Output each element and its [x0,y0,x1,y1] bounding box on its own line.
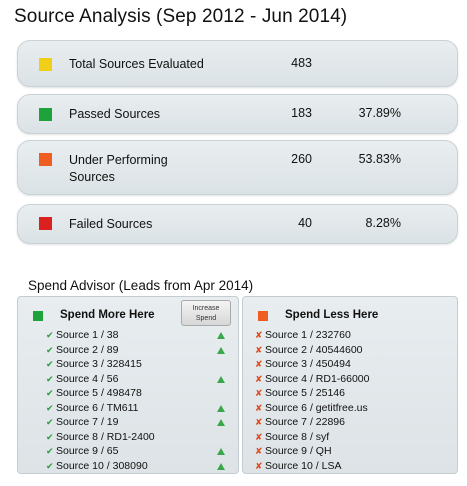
checkmark-icon: ✔ [46,359,54,369]
list-item: ✘ Source 3 / 450494 [255,357,369,372]
x-mark-icon: ✘ [255,417,263,427]
checkmark-icon: ✔ [46,402,54,413]
stat-count: 260 [291,152,312,166]
source-label: Source 2 / 89 [56,343,119,356]
list-item: ✘ Source 6 / getitfree.us [255,401,369,416]
source-label: Source 5 / 25146 [265,387,345,399]
list-item: ✔ Source 9 / 65 [46,444,155,459]
list-item: ✘ Source 9 / QH [255,444,369,459]
green-square-icon [33,311,43,321]
checkmark-icon: ✔ [46,431,54,442]
list-item: ✔ Source 10 / 308090 [46,459,155,474]
list-item: ✔ Source 7 / 19 [46,415,155,430]
x-mark-icon: ✘ [255,431,263,442]
list-item: ✔ Source 2 / 89 [46,343,155,358]
spend-advisor-title: Spend Advisor (Leads from Apr 2014) [28,278,254,293]
green-square-icon [39,108,52,121]
checkmark-icon: ✔ [46,417,54,427]
stat-count: 183 [291,106,312,120]
list-item: ✔ Source 8 / RD1-2400 [46,430,155,445]
up-arrow-icon [217,346,225,354]
source-label: Source 2 / 40544600 [265,343,363,356]
stat-percent: 53.83% [358,152,401,166]
list-item: ✘ Source 7 / 22896 [255,415,369,430]
up-arrow-icon [217,419,225,426]
increase-spend-button[interactable]: Increase Spend [181,300,231,326]
source-label: Source 1 / 38 [56,329,119,341]
stat-count: 483 [291,56,312,70]
stat-percent: 37.89% [358,106,401,120]
list-item: ✘ Source 10 / LSA [255,459,369,474]
source-label: Source 3 / 450494 [265,358,351,370]
checkmark-icon: ✔ [46,446,54,456]
up-arrow-icon [217,375,225,383]
x-mark-icon: ✘ [255,330,263,340]
list-item: ✘ Source 4 / RD1-66000 [255,372,369,387]
source-label: Source 4 / RD1-66000 [265,372,370,385]
list-item: ✔ Source 4 / 56 [46,372,155,387]
list-item: ✘ Source 2 / 40544600 [255,343,369,358]
red-square-icon [39,217,52,230]
x-mark-icon: ✘ [255,446,263,456]
source-label: Source 8 / RD1-2400 [56,430,155,443]
source-label: Source 9 / QH [265,445,332,457]
list-item: ✘ Source 5 / 25146 [255,386,369,401]
source-label: Source 5 / 498478 [56,387,142,399]
spend-more-list: ✔ Source 1 / 38 ✔ Source 2 / 89 ✔ Source 3 / … [46,328,155,473]
x-mark-icon: ✘ [255,373,263,384]
checkmark-icon: ✔ [46,388,54,398]
page-title: Source Analysis (Sep 2012 - Jun 2014) [14,6,348,27]
stat-label: Total Sources Evaluated [69,57,204,71]
stat-card-passed: Passed Sources 183 37.89% [17,94,458,134]
source-label: Source 3 / 328415 [56,358,142,370]
source-label: Source 6 / TM611 [56,401,139,414]
list-item: ✔ Source 5 / 498478 [46,386,155,401]
list-item: ✘ Source 8 / syf [255,430,369,445]
stat-card-under-performing: Under Performing Sources 260 53.83% [17,140,458,195]
stat-card-total: Total Sources Evaluated 483 [17,40,458,87]
checkmark-icon: ✔ [46,330,54,340]
x-mark-icon: ✘ [255,344,263,355]
source-label: Source 7 / 19 [56,416,119,428]
spend-less-panel: Spend Less Here ✘ Source 1 / 232760 ✘ Sourc… [242,296,458,474]
source-label: Source 4 / 56 [56,372,119,385]
up-arrow-icon [217,462,225,470]
source-label: Source 7 / 22896 [265,416,345,428]
orange-square-icon [39,153,52,166]
up-arrow-icon [217,448,225,455]
source-label: Source 10 / LSA [265,459,342,472]
spend-less-heading: Spend Less Here [285,309,379,321]
yellow-square-icon [39,58,52,71]
source-label: Source 8 / syf [265,430,330,443]
stat-label: Passed Sources [69,107,161,121]
x-mark-icon: ✘ [255,359,263,369]
x-mark-icon: ✘ [255,402,263,413]
checkmark-icon: ✔ [46,344,54,355]
spend-more-panel: Spend More Here Increase Spend ✔ Source 1 … [17,296,239,474]
list-item: ✔ Source 6 / TM611 [46,401,155,416]
stat-count: 40 [298,216,312,230]
list-item: ✔ Source 1 / 38 [46,328,155,343]
checkmark-icon: ✔ [46,460,54,471]
source-label: Source 1 / 232760 [265,329,351,341]
source-label: Source 6 / getitfree.us [265,401,368,414]
list-item: ✔ Source 3 / 328415 [46,357,155,372]
stat-card-failed: Failed Sources 40 8.28% [17,204,458,244]
stat-label: Failed Sources [69,217,153,231]
list-item: ✘ Source 1 / 232760 [255,328,369,343]
checkmark-icon: ✔ [46,373,54,384]
up-arrow-icon [217,404,225,412]
x-mark-icon: ✘ [255,460,263,471]
source-label: Source 10 / 308090 [56,459,148,472]
stat-percent: 8.28% [365,216,401,230]
spend-more-heading: Spend More Here [60,309,155,321]
stat-label: Under Performing Sources [69,153,168,184]
up-arrow-icon [217,332,225,339]
source-label: Source 9 / 65 [56,445,119,457]
x-mark-icon: ✘ [255,388,263,398]
spend-less-list: ✘ Source 1 / 232760 ✘ Source 2 / 40544600 ✘ S… [255,328,369,473]
orange-square-icon [258,311,268,321]
